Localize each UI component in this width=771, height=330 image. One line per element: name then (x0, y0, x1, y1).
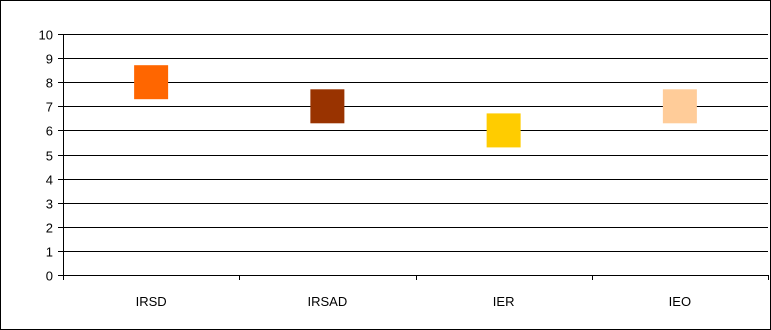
marker-ier (486, 113, 521, 148)
y-tick-label-4: 4 (46, 173, 53, 188)
x-tick-label-ieo: IEO (669, 294, 691, 309)
y-tick-label-0: 0 (46, 269, 53, 284)
y-tick-label-3: 3 (46, 197, 53, 212)
y-tick-label-6: 6 (46, 124, 53, 139)
y-axis-ticks (58, 34, 63, 276)
data-markers (134, 65, 697, 148)
marker-ieo (662, 89, 697, 124)
y-tick-label-7: 7 (46, 100, 53, 115)
y-axis-tick-labels: 0 1 2 3 4 5 6 7 8 9 10 (39, 28, 53, 284)
y-tick-label-1: 1 (46, 245, 53, 260)
y-tick-label-10: 10 (39, 28, 53, 43)
x-tick-label-irsd: IRSD (136, 294, 167, 309)
y-tick-label-8: 8 (46, 76, 53, 91)
gridlines (63, 34, 768, 252)
x-tick-label-irsad: IRSAD (308, 294, 348, 309)
y-tick-label-5: 5 (46, 149, 53, 164)
x-axis-tick-labels: IRSD IRSAD IER IEO (136, 294, 691, 309)
marker-irsd (134, 65, 169, 100)
x-tick-label-ier: IER (493, 294, 515, 309)
y-tick-label-9: 9 (46, 52, 53, 67)
marker-irsad (310, 89, 345, 124)
y-tick-label-2: 2 (46, 221, 53, 236)
